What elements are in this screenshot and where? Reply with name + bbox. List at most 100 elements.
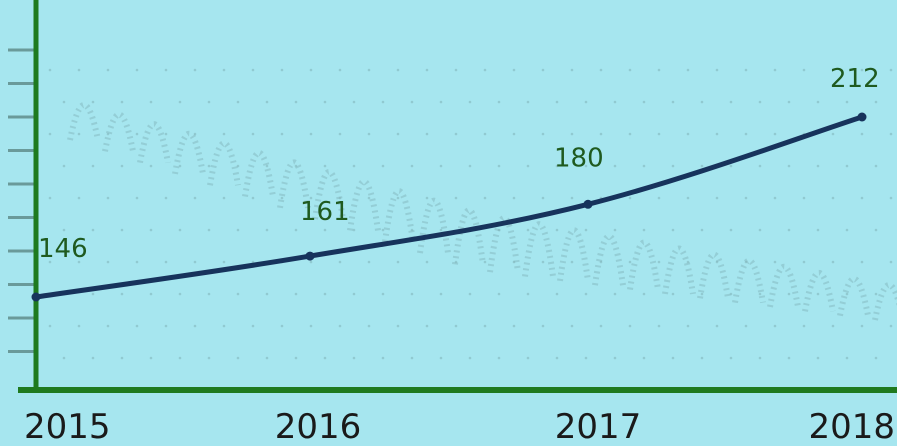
decoration-dot [193,132,197,136]
decoration-dot [164,324,168,328]
decoration-dot [48,260,52,264]
decoration-dot [860,324,864,328]
decoration-dot [512,132,516,136]
decoration-dot [642,356,646,360]
decoration-dot [526,228,530,232]
decoration-dot [570,68,574,72]
decoration-dot [454,196,458,200]
decoration-dot [178,164,182,168]
decoration-dot [889,68,893,72]
decoration-dot [77,68,81,72]
decoration-dot [874,100,878,104]
decoration-dot [91,100,95,104]
decoration-dot [135,132,139,136]
decoration-dot [439,164,443,168]
decoration-dot [512,68,516,72]
decoration-dot [787,100,791,104]
decoration-dot [483,196,487,200]
decoration-dot [294,164,298,168]
decoration-dot [149,164,153,168]
decoration-dot [787,228,791,232]
decoration-dot [178,228,182,232]
decoration-dot [338,324,342,328]
decoration-dot [729,164,733,168]
decoration-dot [294,356,298,360]
decoration-arc [872,282,897,321]
data-label: 180 [554,143,604,173]
decoration-dot [526,292,530,296]
decoration-dot [236,356,240,360]
decoration-dot [541,68,545,72]
decoration-dot [381,164,385,168]
decoration-dot [280,196,284,200]
decoration-dot [236,164,240,168]
decoration-dot [671,164,675,168]
decoration-dot [599,132,603,136]
decoration-dot [860,196,864,200]
decoration-dot [178,292,182,296]
decoration-dot [845,164,849,168]
decoration-dot [309,324,313,328]
decoration-dot [584,228,588,232]
decoration-dot [265,356,269,360]
decoration-dot [222,68,226,72]
decoration-dot [889,132,893,136]
decoration-dot [323,356,327,360]
data-label: 146 [38,234,88,264]
decoration-dot [889,196,893,200]
decoration-arc [102,111,136,152]
decoration-dot [77,260,81,264]
decoration-dot [106,196,110,200]
decoration-dot [367,132,371,136]
decoration-dot [671,228,675,232]
decoration-dot [106,132,110,136]
decoration-dot [715,260,719,264]
data-label: 212 [830,64,880,94]
series-line [33,114,865,300]
decoration-dot [106,68,110,72]
decoration-dot [91,292,95,296]
decoration-dot [555,100,559,104]
decoration-dot [410,164,414,168]
data-points [31,112,867,302]
decoration-dot [62,164,66,168]
decoration-dot [671,292,675,296]
decoration-dot [599,260,603,264]
decoration-dot [686,260,690,264]
decoration-dot [816,356,820,360]
decoration-dot [120,164,124,168]
decoration-dot [874,292,878,296]
decoration-dot [758,356,762,360]
decoration-dot [599,324,603,328]
decoration-dot [294,228,298,232]
decoration-dot [439,356,443,360]
decoration-dot [700,228,704,232]
x-tick-label: 2015 [24,407,111,446]
decoration-dot [845,356,849,360]
decoration-dot [657,196,661,200]
decoration-dot [860,260,864,264]
decoration-dot [309,132,313,136]
decoration-dot [686,132,690,136]
decoration-dot [236,228,240,232]
decoration-dot [816,292,820,296]
data-point [583,199,593,209]
decoration-arc [557,227,591,282]
decoration-dot [280,68,284,72]
decoration-arc [697,251,731,299]
decoration-dot [323,164,327,168]
decoration-dot [584,100,588,104]
decoration-dot [758,292,762,296]
decoration-dot [686,196,690,200]
decoration-dot [555,356,559,360]
data-labels: 146 161 180 212 [38,64,880,264]
decoration-dot [715,196,719,200]
decoration-dot [729,356,733,360]
decoration-dot [671,356,675,360]
decoration-dot [468,292,472,296]
decoration-dot [700,164,704,168]
decoration-dot [265,292,269,296]
decoration-dot [628,196,632,200]
data-point [857,112,867,122]
x-axis-tick-labels: 2015 2016 2017 2018 [24,407,895,446]
